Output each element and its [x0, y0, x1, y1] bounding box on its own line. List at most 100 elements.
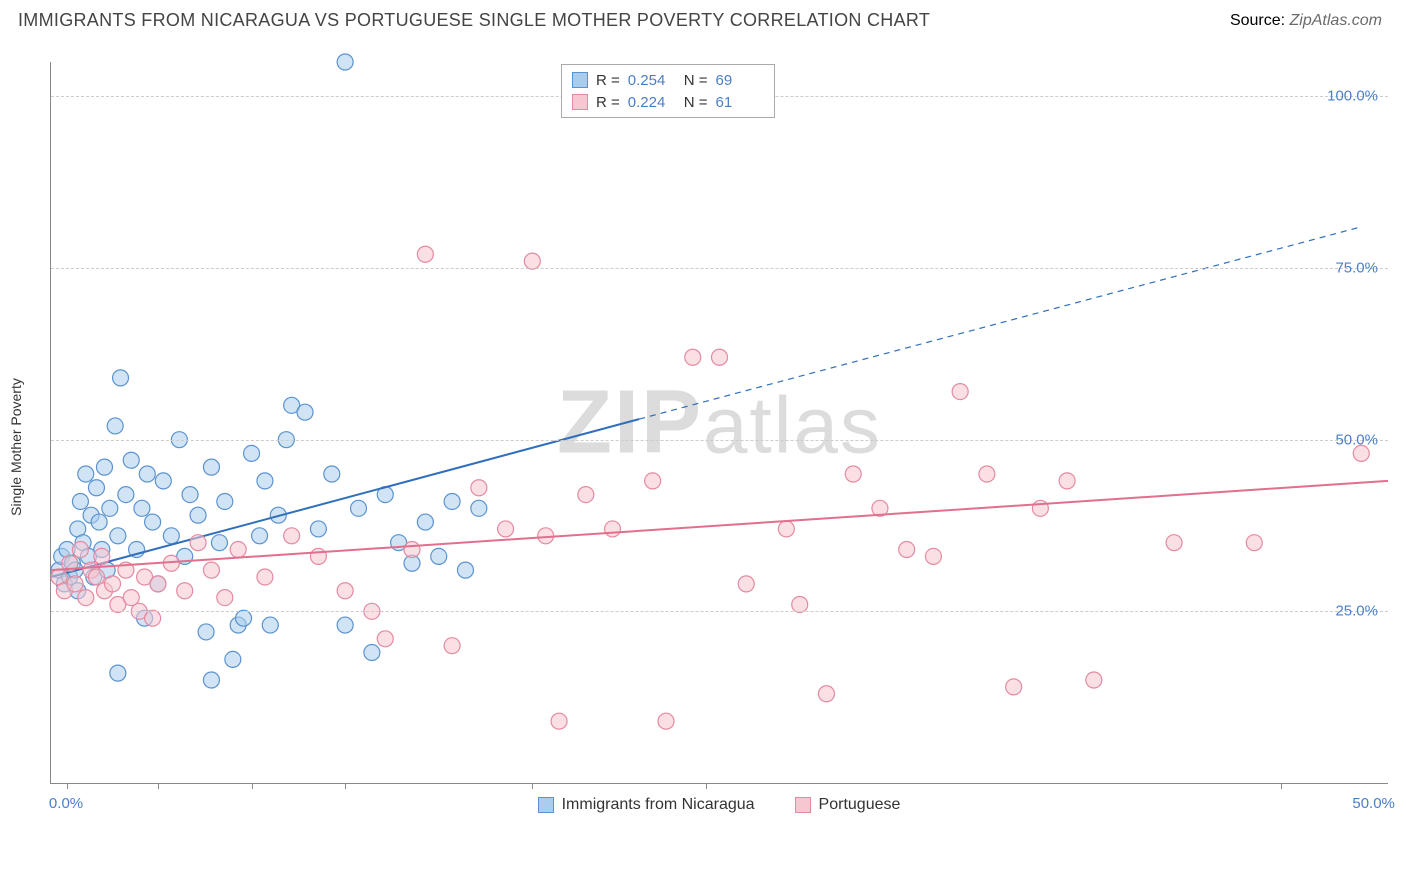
- data-point: [337, 54, 353, 70]
- data-point: [123, 452, 139, 468]
- trend-line-extrapolated: [639, 227, 1361, 419]
- data-point: [444, 638, 460, 654]
- data-point: [198, 624, 214, 640]
- data-point: [102, 500, 118, 516]
- data-point: [67, 576, 83, 592]
- data-point: [155, 473, 171, 489]
- data-point: [113, 370, 129, 386]
- data-point: [364, 645, 380, 661]
- x-tick: [532, 783, 533, 789]
- data-point: [190, 507, 206, 523]
- x-tick: [1281, 783, 1282, 789]
- data-point: [1166, 535, 1182, 551]
- data-point: [107, 418, 123, 434]
- data-point: [145, 514, 161, 530]
- data-point: [163, 528, 179, 544]
- data-point: [471, 480, 487, 496]
- data-point: [444, 493, 460, 509]
- legend-n-value: 61: [716, 94, 764, 111]
- data-point: [105, 576, 121, 592]
- legend-correlation: R = 0.254 N = 69 R = 0.224 N = 61: [561, 64, 775, 118]
- data-point: [685, 349, 701, 365]
- data-point: [792, 596, 808, 612]
- legend-label: Portuguese: [819, 796, 901, 814]
- source-value: ZipAtlas.com: [1290, 12, 1382, 29]
- legend-swatch: [795, 797, 811, 813]
- data-point: [337, 583, 353, 599]
- data-point: [417, 514, 433, 530]
- data-point: [78, 590, 94, 606]
- trend-line: [51, 481, 1388, 570]
- data-point: [498, 521, 514, 537]
- data-point: [91, 514, 107, 530]
- legend-label: Immigrants from Nicaragua: [562, 796, 755, 814]
- data-point: [134, 500, 150, 516]
- y-tick-label: 100.0%: [1327, 88, 1378, 105]
- data-point: [324, 466, 340, 482]
- source-label: Source:: [1230, 12, 1285, 29]
- data-point: [712, 349, 728, 365]
- data-point: [262, 617, 278, 633]
- data-point: [778, 521, 794, 537]
- data-point: [257, 569, 273, 585]
- legend-row: R = 0.254 N = 69: [572, 69, 764, 91]
- gridline: [51, 440, 1388, 441]
- source: Source: ZipAtlas.com: [1230, 12, 1382, 30]
- data-point: [236, 610, 252, 626]
- data-point: [139, 466, 155, 482]
- data-point: [257, 473, 273, 489]
- chart-title: IMMIGRANTS FROM NICARAGUA VS PORTUGUESE …: [18, 10, 930, 31]
- legend-n-label: N =: [684, 94, 708, 111]
- plot-area: ZIPatlas 25.0%50.0%75.0%100.0% R = 0.254…: [50, 62, 1388, 784]
- data-point: [845, 466, 861, 482]
- legend-item: Immigrants from Nicaragua: [538, 796, 755, 814]
- data-point: [578, 487, 594, 503]
- data-point: [72, 493, 88, 509]
- legend-n-label: N =: [684, 72, 708, 89]
- data-point: [177, 583, 193, 599]
- data-point: [284, 528, 300, 544]
- data-point: [182, 487, 198, 503]
- data-point: [738, 576, 754, 592]
- data-point: [72, 542, 88, 558]
- chart-svg: [51, 62, 1388, 783]
- data-point: [1246, 535, 1262, 551]
- data-point: [203, 459, 219, 475]
- legend-r-label: R =: [596, 94, 620, 111]
- data-point: [225, 651, 241, 667]
- x-tick: [252, 783, 253, 789]
- data-point: [457, 562, 473, 578]
- scatter-chart: Single Mother Poverty ZIPatlas 25.0%50.0…: [50, 62, 1388, 832]
- data-point: [94, 548, 110, 564]
- data-point: [297, 404, 313, 420]
- data-point: [351, 500, 367, 516]
- data-point: [658, 713, 674, 729]
- data-point: [471, 500, 487, 516]
- data-point: [925, 548, 941, 564]
- data-point: [78, 466, 94, 482]
- data-point: [310, 548, 326, 564]
- data-point: [899, 542, 915, 558]
- y-tick-label: 25.0%: [1335, 603, 1378, 620]
- data-point: [431, 548, 447, 564]
- data-point: [217, 493, 233, 509]
- legend-row: R = 0.224 N = 61: [572, 91, 764, 113]
- data-point: [88, 480, 104, 496]
- data-point: [211, 535, 227, 551]
- legend-series: Immigrants from Nicaragua Portuguese: [50, 796, 1388, 814]
- gridline: [51, 268, 1388, 269]
- data-point: [1006, 679, 1022, 695]
- data-point: [203, 672, 219, 688]
- data-point: [230, 542, 246, 558]
- legend-n-value: 69: [716, 72, 764, 89]
- y-tick-label: 75.0%: [1335, 260, 1378, 277]
- legend-swatch: [538, 797, 554, 813]
- data-point: [150, 576, 166, 592]
- data-point: [310, 521, 326, 537]
- data-point: [1086, 672, 1102, 688]
- data-point: [1059, 473, 1075, 489]
- data-point: [605, 521, 621, 537]
- data-point: [551, 713, 567, 729]
- data-point: [145, 610, 161, 626]
- data-point: [252, 528, 268, 544]
